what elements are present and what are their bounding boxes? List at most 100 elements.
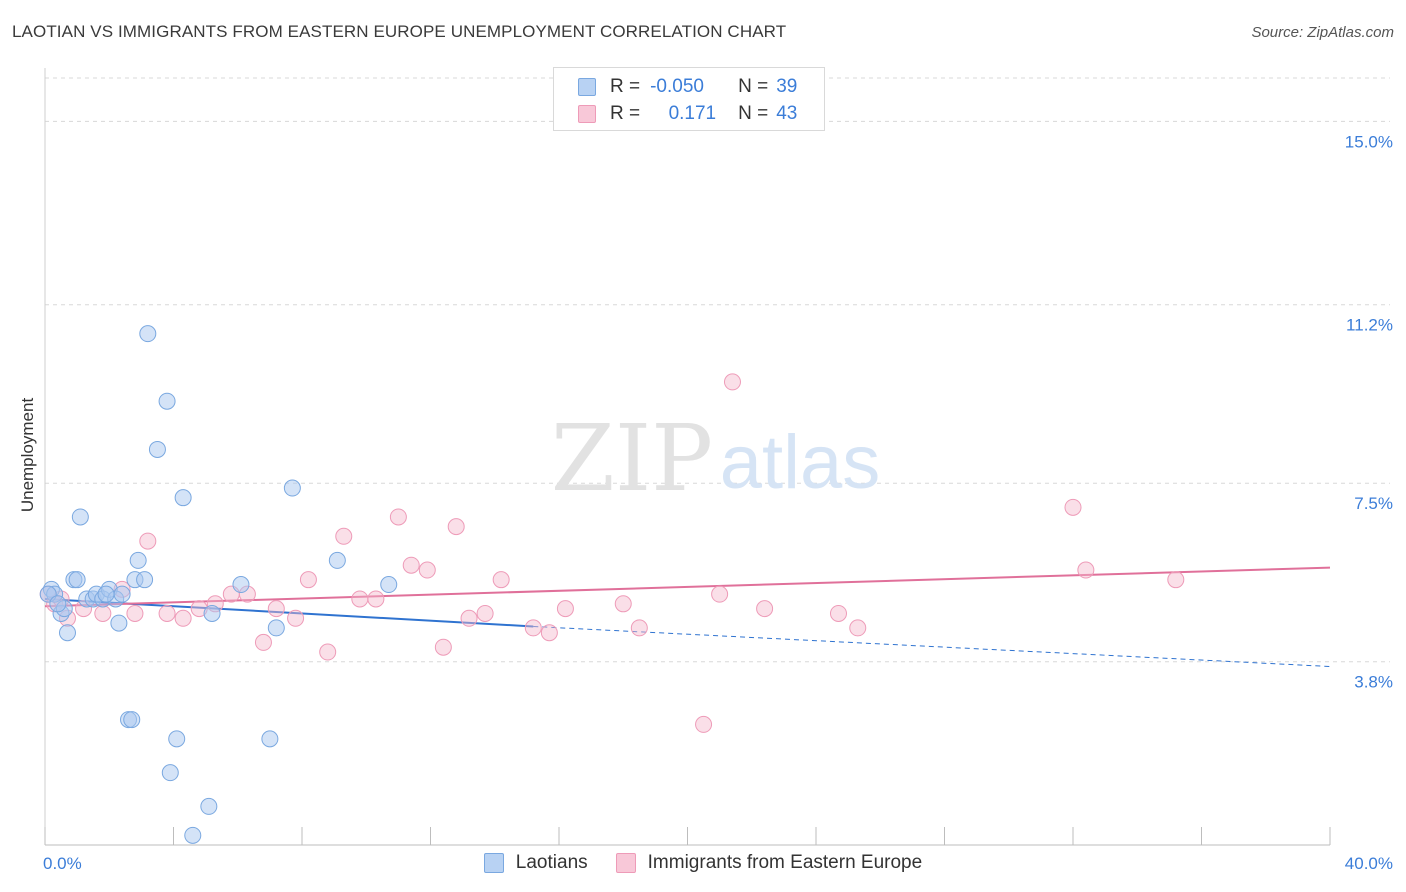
watermark-atlas: atlas <box>720 420 881 505</box>
legend-label: Laotians <box>515 852 588 873</box>
legend-n-label: N = <box>738 76 769 97</box>
chart-title: LAOTIAN VS IMMIGRANTS FROM EASTERN EUROP… <box>12 22 787 41</box>
data-point-eastern-europe <box>492 571 510 589</box>
x-tick-label: 0.0% <box>43 854 82 873</box>
data-point-eastern-europe <box>389 508 407 526</box>
data-point-laotians <box>267 619 285 637</box>
data-point-eastern-europe <box>335 527 353 545</box>
data-point-eastern-europe <box>829 604 847 622</box>
data-point-laotians <box>158 392 176 410</box>
data-point-eastern-europe <box>367 590 385 608</box>
trend-line-dashed <box>533 625 1331 668</box>
tick-labels: 3.8% 7.5% 11.2% 15.0% 0.0% 40.0% <box>43 132 1393 873</box>
legend-swatch-pink <box>578 105 596 123</box>
y-axis-label: Unemployment <box>18 397 37 513</box>
x-tick-label: 40.0% <box>1345 854 1393 873</box>
data-point-eastern-europe <box>1077 561 1095 579</box>
y-tick-label: 11.2% <box>1346 316 1393 335</box>
data-point-eastern-europe <box>267 600 285 618</box>
data-point-laotians <box>200 797 218 815</box>
data-point-laotians <box>168 730 186 748</box>
data-point-laotians <box>283 479 301 497</box>
data-point-laotians <box>49 595 67 613</box>
data-point-eastern-europe <box>756 600 774 618</box>
data-point-eastern-europe <box>524 619 542 637</box>
data-point-laotians <box>184 826 202 844</box>
watermark-zip: ZIP <box>551 405 713 512</box>
correlation-legend: R = -0.050 N = 39 R = 0.171 N = 43 <box>553 67 825 131</box>
data-point-eastern-europe <box>287 609 305 627</box>
series-legend: Laotians Immigrants from Eastern Europe <box>0 852 1406 874</box>
axes <box>44 68 1331 846</box>
data-point-eastern-europe <box>1167 571 1185 589</box>
data-point-laotians <box>123 711 141 729</box>
y-tick-label: 3.8% <box>1354 673 1393 692</box>
legend-n-value: 39 <box>776 76 798 97</box>
data-point-eastern-europe <box>174 609 192 627</box>
legend-item-laotians[interactable]: Laotians <box>483 852 588 874</box>
data-point-eastern-europe <box>351 590 369 608</box>
data-point-eastern-europe <box>158 604 176 622</box>
data-point-laotians <box>328 551 346 569</box>
data-point-eastern-europe <box>1064 498 1082 516</box>
data-point-eastern-europe <box>402 556 420 574</box>
legend-r-value: 0.171 <box>668 103 717 124</box>
data-point-eastern-europe <box>711 585 729 603</box>
data-point-laotians <box>380 576 398 594</box>
data-point-eastern-europe <box>540 624 558 642</box>
data-point-eastern-europe <box>418 561 436 579</box>
data-point-eastern-europe <box>460 609 478 627</box>
data-point-eastern-europe <box>139 532 157 550</box>
data-point-eastern-europe <box>447 518 465 536</box>
legend-r-label: R = <box>610 103 641 124</box>
trend-line-solid <box>44 566 1331 608</box>
legend-n-value: 43 <box>776 103 798 124</box>
data-point-laotians <box>232 576 250 594</box>
data-point-laotians <box>161 764 179 782</box>
data-point-eastern-europe <box>94 604 112 622</box>
data-point-eastern-europe <box>630 619 648 637</box>
trend-line-laotians <box>44 597 1331 668</box>
legend-r-label: R = <box>610 76 641 97</box>
data-point-eastern-europe <box>556 600 574 618</box>
data-point-laotians <box>261 730 279 748</box>
legend-label: Immigrants from Eastern Europe <box>647 852 923 873</box>
data-point-laotians <box>113 585 131 603</box>
legend-row-eastern-europe: R = 0.171 N = 43 <box>578 101 797 127</box>
data-point-laotians <box>97 585 115 603</box>
data-point-laotians <box>148 440 166 458</box>
watermark: ZIP atlas <box>551 405 880 512</box>
data-point-eastern-europe <box>476 604 494 622</box>
data-point-eastern-europe <box>434 638 452 656</box>
y-tick-label: 15.0% <box>1345 132 1393 151</box>
legend-item-eastern-europe[interactable]: Immigrants from Eastern Europe <box>615 852 923 874</box>
data-point-eastern-europe <box>723 373 741 391</box>
data-point-eastern-europe <box>319 643 337 661</box>
data-point-laotians <box>139 325 157 343</box>
series-eastern-europe-points <box>39 373 1185 733</box>
source-label: Source: ZipAtlas.com <box>1251 24 1394 41</box>
data-point-eastern-europe <box>126 604 144 622</box>
data-point-laotians <box>174 489 192 507</box>
legend-swatch-blue <box>483 853 504 873</box>
data-point-eastern-europe <box>849 619 867 637</box>
data-point-eastern-europe <box>299 571 317 589</box>
series-laotians-points <box>39 325 398 844</box>
data-point-laotians <box>58 624 76 642</box>
data-point-laotians <box>68 571 86 589</box>
legend-row-laotians: R = -0.050 N = 39 <box>578 74 797 100</box>
data-point-laotians <box>203 604 221 622</box>
legend-swatch-blue <box>578 78 596 96</box>
legend-r-value: -0.050 <box>650 76 704 97</box>
legend-n-label: N = <box>738 103 769 124</box>
data-point-laotians <box>129 551 147 569</box>
data-point-eastern-europe <box>254 633 272 651</box>
data-point-eastern-europe <box>614 595 632 613</box>
data-point-laotians <box>136 571 154 589</box>
data-point-eastern-europe <box>695 715 713 733</box>
data-point-laotians <box>71 508 89 526</box>
y-tick-label: 7.5% <box>1354 494 1393 513</box>
trend-line-eastern-europe <box>44 566 1331 608</box>
data-point-laotians <box>110 614 128 632</box>
